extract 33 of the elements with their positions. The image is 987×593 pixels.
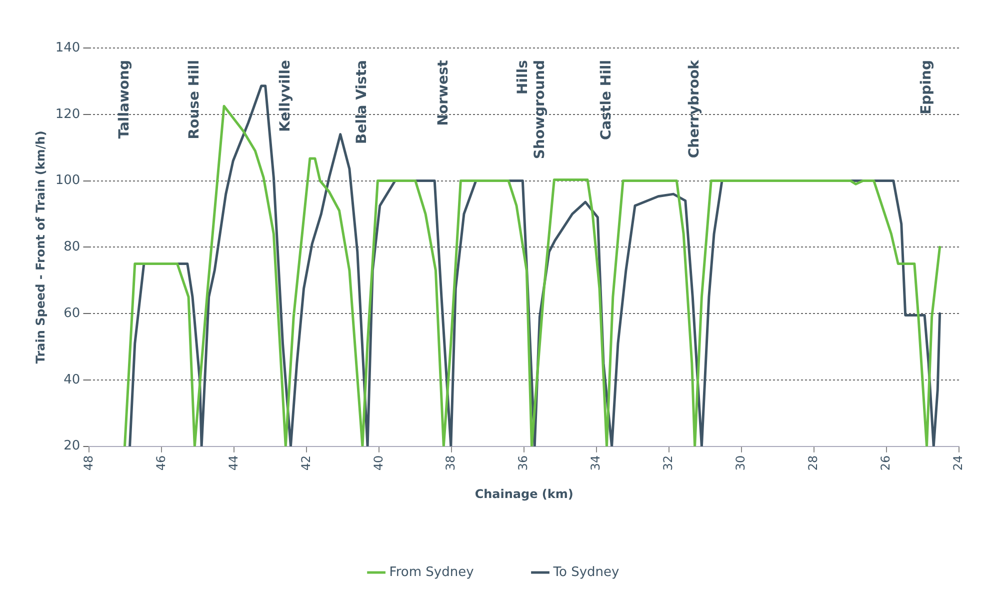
annotation: Cherrybrook [686, 59, 702, 158]
x-tick-label: 32 [661, 455, 676, 471]
annotation: Epping [918, 60, 934, 114]
x-tick-label: 24 [951, 455, 966, 471]
x-tick-label: 40 [371, 455, 386, 471]
y-tick-label: 120 [55, 106, 80, 122]
annotation: Rouse Hill [186, 60, 202, 140]
legend-label: From Sydney [389, 564, 474, 580]
y-tick-label: 140 [55, 40, 80, 56]
x-tick-label: 44 [226, 455, 240, 471]
x-tick-label: 46 [154, 455, 168, 471]
x-tick-label: 34 [588, 455, 603, 471]
x-tick-label: 28 [806, 455, 820, 471]
y-axis-title: Train Speed - Front of Train (km/h) [33, 130, 48, 364]
annotation: Norwest [435, 60, 452, 126]
annotation: Castle Hill [598, 60, 614, 140]
y-tick-label: 40 [64, 372, 80, 388]
x-tick-label: 36 [516, 455, 530, 471]
y-tick-label: 80 [64, 240, 80, 255]
legend-label: To Sydney [552, 564, 620, 580]
x-tick-label: 42 [298, 455, 313, 471]
x-axis-title: Chainage (km) [474, 486, 574, 501]
x-tick-label: 26 [878, 455, 893, 471]
x-tick-label: 30 [734, 455, 748, 471]
x-tick-label: 48 [81, 455, 96, 471]
y-tick-label: 100 [55, 173, 80, 188]
annotation: Tallawong [116, 60, 132, 139]
annotation: Bella Vista [354, 60, 370, 144]
annotation: Hills Showground [514, 60, 548, 160]
x-tick-label: 38 [444, 455, 458, 471]
annotation: Kellyville [277, 60, 294, 132]
y-tick-label: 20 [64, 438, 80, 454]
y-tick-label: 60 [64, 306, 80, 321]
